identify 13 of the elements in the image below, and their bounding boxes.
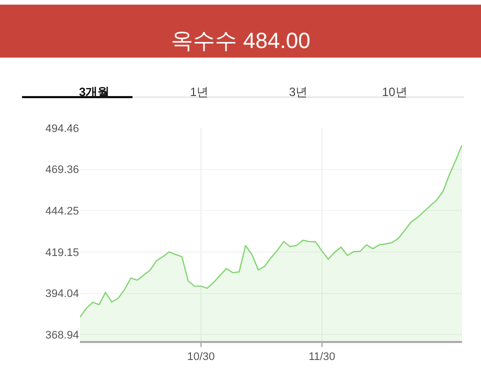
y-tick-label: 469.36	[45, 164, 79, 176]
y-tick-label: 494.46	[45, 122, 79, 135]
x-tick-label: 11/30	[308, 350, 336, 363]
y-tick-label: 419.15	[45, 246, 79, 259]
text: 10년	[382, 85, 408, 99]
y-tick-label: 444.25	[45, 206, 79, 218]
text: 3개월	[79, 85, 110, 99]
text: 3년	[289, 85, 308, 99]
chart-title: 옥수수 484.00	[171, 28, 310, 53]
text: 1년	[190, 85, 209, 99]
y-tick-label: 368.94	[45, 330, 79, 342]
x-tick-label: 10/30	[187, 350, 215, 363]
y-tick-label: 394.04	[45, 288, 79, 300]
